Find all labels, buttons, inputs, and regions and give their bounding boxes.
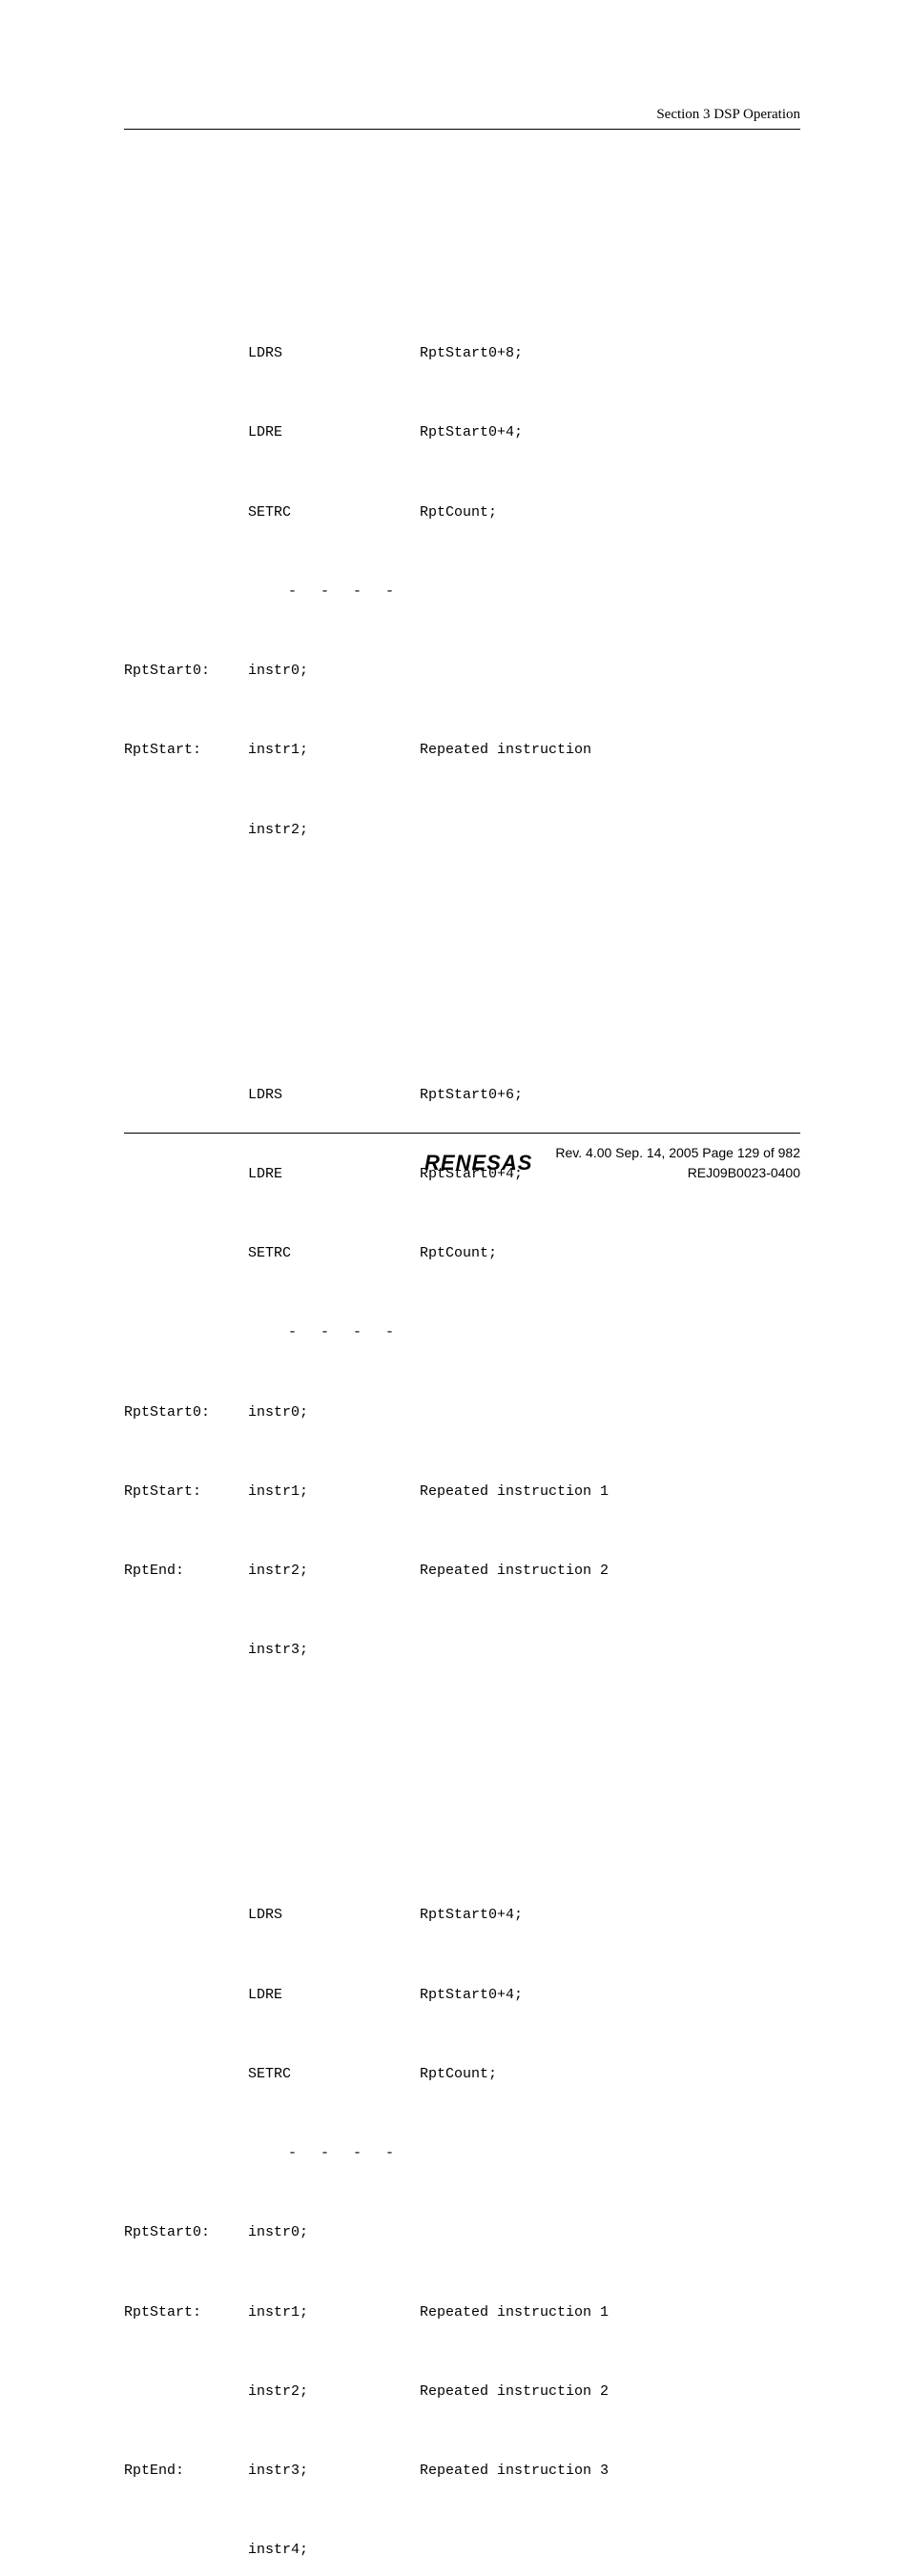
code-row: RptEnd:instr3;Repeated instruction 3 bbox=[124, 2458, 800, 2484]
row-instr: LDRE bbox=[248, 419, 420, 446]
row-instr: instr3; bbox=[248, 1637, 420, 1664]
row-instr: LDRE bbox=[248, 1982, 420, 2009]
row-comment bbox=[420, 1637, 800, 1664]
row-instr: instr3; bbox=[248, 2458, 420, 2484]
code-row: RptStart:instr1;Repeated instruction 1 bbox=[124, 2300, 800, 2326]
row-comment bbox=[420, 2537, 800, 2564]
row-comment: RptCount; bbox=[420, 500, 800, 526]
dash-separator: - - - - bbox=[124, 2140, 800, 2167]
row-instr: SETRC bbox=[248, 2061, 420, 2088]
row-label: RptStart0: bbox=[124, 1400, 248, 1426]
row-instr: instr0; bbox=[248, 658, 420, 685]
row-instr: SETRC bbox=[248, 500, 420, 526]
code-row: RptStart0:instr0; bbox=[124, 2219, 800, 2246]
row-comment: RptCount; bbox=[420, 2061, 800, 2088]
row-label: RptStart: bbox=[124, 1479, 248, 1505]
renesas-logo: RENESAS bbox=[424, 1151, 532, 1176]
row-instr: SETRC bbox=[248, 1240, 420, 1267]
row-comment: RptCount; bbox=[420, 1240, 800, 1267]
row-label bbox=[124, 1982, 248, 2009]
row-comment bbox=[420, 1400, 800, 1426]
code-row: instr2; bbox=[124, 817, 800, 844]
row-label bbox=[124, 2061, 248, 2088]
row-label bbox=[124, 419, 248, 446]
code-row: SETRCRptCount; bbox=[124, 2061, 800, 2088]
header-rule bbox=[124, 129, 800, 130]
code-row: RptStart:instr1;Repeated instruction 1 bbox=[124, 1479, 800, 1505]
code-row: SETRCRptCount; bbox=[124, 500, 800, 526]
code-row: instr3; bbox=[124, 1637, 800, 1664]
row-comment: Repeated instruction 2 bbox=[420, 1558, 800, 1584]
row-instr: instr2; bbox=[248, 1558, 420, 1584]
row-label bbox=[124, 2537, 248, 2564]
row-comment bbox=[420, 817, 800, 844]
code-row: RptStart0:instr0; bbox=[124, 658, 800, 685]
row-instr: instr0; bbox=[248, 2219, 420, 2246]
row-comment: Repeated instruction bbox=[420, 737, 800, 764]
row-label bbox=[124, 500, 248, 526]
row-label bbox=[124, 1902, 248, 1929]
row-instr: LDRS bbox=[248, 1902, 420, 1929]
code-row: instr2;Repeated instruction 2 bbox=[124, 2379, 800, 2405]
row-comment bbox=[420, 658, 800, 685]
code-row: LDRERptStart0+4; bbox=[124, 1982, 800, 2009]
code-row: RptStart:instr1;Repeated instruction bbox=[124, 737, 800, 764]
page-footer: RENESAS Rev. 4.00 Sep. 14, 2005 Page 129… bbox=[124, 1133, 800, 1183]
row-comment: RptStart0+4; bbox=[420, 1982, 800, 2009]
row-label: RptStart: bbox=[124, 2300, 248, 2326]
code-row: LDRERptStart0+4; bbox=[124, 419, 800, 446]
code-row: RptEnd:instr2;Repeated instruction 2 bbox=[124, 1558, 800, 1584]
row-label bbox=[124, 1637, 248, 1664]
code-row: LDRSRptStart0+6; bbox=[124, 1082, 800, 1109]
row-label bbox=[124, 817, 248, 844]
row-comment: RptStart0+4; bbox=[420, 1902, 800, 1929]
code-row: LDRSRptStart0+4; bbox=[124, 1902, 800, 1929]
row-label bbox=[124, 340, 248, 367]
footer-text: Rev. 4.00 Sep. 14, 2005 Page 129 of 982 … bbox=[555, 1143, 800, 1183]
row-comment: Repeated instruction 1 bbox=[420, 2300, 800, 2326]
row-instr: instr2; bbox=[248, 817, 420, 844]
code-listing: LDRSRptStart0+8; LDRERptStart0+4; SETRCR… bbox=[124, 235, 800, 2576]
row-label bbox=[124, 2379, 248, 2405]
row-label: RptStart: bbox=[124, 737, 248, 764]
section-header: Section 3 DSP Operation bbox=[124, 107, 800, 129]
row-label: RptStart0: bbox=[124, 658, 248, 685]
row-label bbox=[124, 1082, 248, 1109]
row-comment: RptStart0+8; bbox=[420, 340, 800, 367]
row-instr: instr4; bbox=[248, 2537, 420, 2564]
footer-docid: REJ09B0023-0400 bbox=[555, 1163, 800, 1183]
footer-rev: Rev. 4.00 Sep. 14, 2005 Page 129 of 982 bbox=[555, 1143, 800, 1163]
row-instr: LDRS bbox=[248, 340, 420, 367]
footer-rule bbox=[124, 1133, 800, 1134]
row-comment: Repeated instruction 2 bbox=[420, 2379, 800, 2405]
code-row: instr4; bbox=[124, 2537, 800, 2564]
row-instr: instr1; bbox=[248, 1479, 420, 1505]
row-instr: instr1; bbox=[248, 2300, 420, 2326]
row-instr: LDRS bbox=[248, 1082, 420, 1109]
row-comment: RptStart0+6; bbox=[420, 1082, 800, 1109]
dash-separator: - - - - bbox=[124, 579, 800, 605]
row-label bbox=[124, 1240, 248, 1267]
row-comment bbox=[420, 2219, 800, 2246]
row-instr: instr2; bbox=[248, 2379, 420, 2405]
row-label: RptEnd: bbox=[124, 1558, 248, 1584]
row-instr: instr1; bbox=[248, 737, 420, 764]
code-row: SETRCRptCount; bbox=[124, 1240, 800, 1267]
row-comment: Repeated instruction 1 bbox=[420, 1479, 800, 1505]
row-label: RptEnd: bbox=[124, 2458, 248, 2484]
row-comment: RptStart0+4; bbox=[420, 419, 800, 446]
dash-separator: - - - - bbox=[124, 1319, 800, 1346]
row-instr: instr0; bbox=[248, 1400, 420, 1426]
row-label: RptStart0: bbox=[124, 2219, 248, 2246]
row-comment: Repeated instruction 3 bbox=[420, 2458, 800, 2484]
code-row: RptStart0:instr0; bbox=[124, 1400, 800, 1426]
code-row: LDRSRptStart0+8; bbox=[124, 340, 800, 367]
